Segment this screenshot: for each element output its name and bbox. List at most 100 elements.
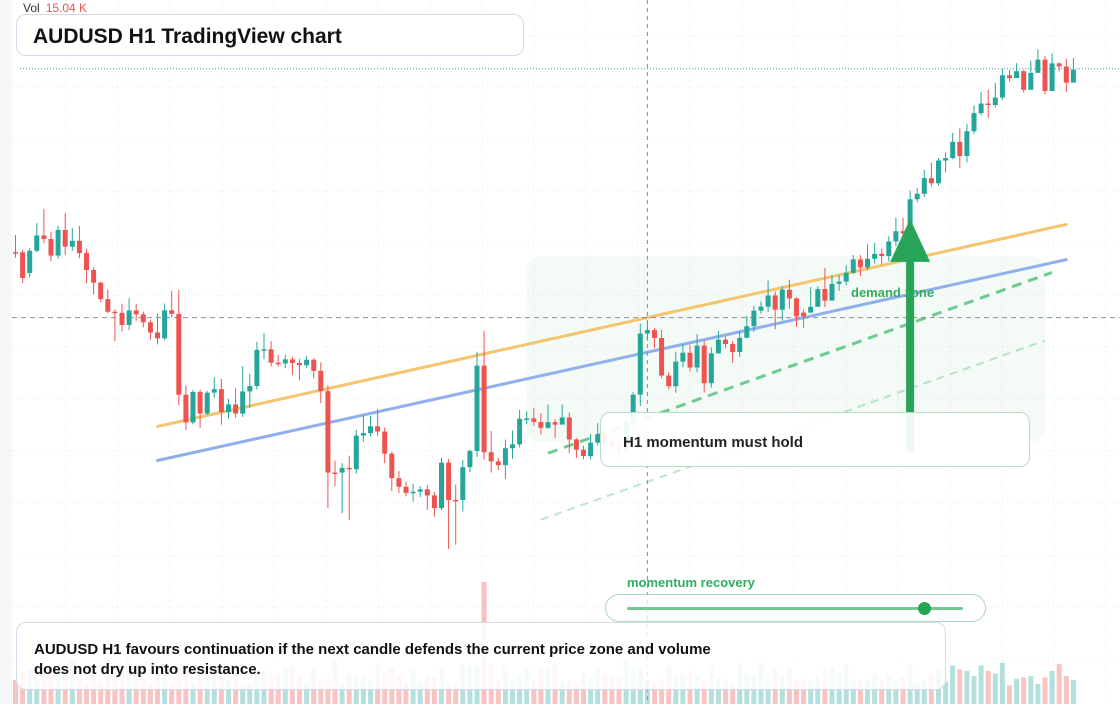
candle[interactable]: [843, 265, 849, 286]
candle[interactable]: [226, 398, 231, 419]
candle[interactable]: [98, 281, 104, 303]
candle[interactable]: [893, 217, 899, 247]
candle[interactable]: [460, 460, 466, 512]
candle[interactable]: [169, 290, 175, 318]
candle[interactable]: [34, 223, 40, 253]
candle[interactable]: [289, 356, 295, 375]
candle[interactable]: [282, 354, 288, 369]
candle[interactable]: [1063, 58, 1069, 93]
momentum-knob[interactable]: [918, 602, 932, 615]
candle[interactable]: [360, 415, 366, 442]
candle[interactable]: [495, 457, 501, 471]
candle[interactable]: [140, 311, 146, 328]
candle[interactable]: [105, 289, 111, 314]
candle[interactable]: [126, 298, 132, 331]
candle[interactable]: [822, 267, 828, 308]
candle[interactable]: [687, 344, 693, 372]
candle[interactable]: [190, 389, 196, 425]
candle[interactable]: [971, 105, 977, 134]
candle[interactable]: [410, 483, 416, 502]
candle[interactable]: [794, 297, 799, 327]
candle[interactable]: [69, 228, 75, 251]
candle[interactable]: [346, 455, 352, 521]
candle[interactable]: [488, 431, 494, 473]
candle[interactable]: [538, 413, 544, 435]
candle[interactable]: [84, 248, 89, 284]
candle[interactable]: [233, 388, 239, 418]
candle[interactable]: [921, 170, 927, 198]
candle[interactable]: [204, 390, 210, 415]
candle[interactable]: [368, 415, 373, 437]
candle[interactable]: [353, 429, 359, 474]
candle[interactable]: [1056, 62, 1062, 72]
candle[interactable]: [644, 320, 650, 341]
candle[interactable]: [723, 336, 728, 349]
candle[interactable]: [304, 355, 310, 369]
candle[interactable]: [431, 491, 437, 517]
candle[interactable]: [836, 274, 842, 291]
candle[interactable]: [886, 236, 892, 262]
candle[interactable]: [1042, 55, 1048, 95]
candle[interactable]: [1049, 53, 1055, 91]
candle[interactable]: [339, 463, 345, 514]
candle[interactable]: [737, 330, 743, 357]
candle[interactable]: [1021, 69, 1027, 93]
candle[interactable]: [62, 212, 68, 256]
candle[interactable]: [176, 290, 182, 406]
candle[interactable]: [268, 341, 274, 367]
candle[interactable]: [524, 411, 530, 425]
candle[interactable]: [566, 412, 572, 453]
candle[interactable]: [275, 354, 281, 367]
candle[interactable]: [403, 481, 409, 497]
candle[interactable]: [680, 344, 686, 368]
candle[interactable]: [453, 484, 459, 545]
candle[interactable]: [76, 225, 82, 259]
candle[interactable]: [531, 408, 537, 426]
candle[interactable]: [417, 486, 423, 497]
candle[interactable]: [446, 458, 452, 549]
lower-trendline[interactable]: [156, 258, 1068, 462]
candle[interactable]: [545, 404, 551, 429]
candle[interactable]: [943, 152, 949, 173]
candle[interactable]: [666, 371, 672, 390]
candle[interactable]: [872, 242, 878, 264]
candle[interactable]: [772, 291, 778, 330]
candle[interactable]: [41, 208, 47, 243]
candle[interactable]: [815, 286, 821, 307]
candle[interactable]: [1028, 60, 1034, 90]
momentum-slider[interactable]: [605, 594, 986, 622]
candle[interactable]: [133, 303, 139, 322]
candle[interactable]: [957, 128, 963, 168]
candle[interactable]: [652, 327, 657, 349]
candle[interactable]: [801, 309, 807, 328]
candle[interactable]: [808, 287, 814, 313]
candle[interactable]: [950, 132, 956, 160]
candle[interactable]: [218, 378, 224, 425]
candle[interactable]: [751, 305, 757, 332]
candle[interactable]: [318, 362, 324, 404]
candle[interactable]: [552, 419, 558, 438]
candle[interactable]: [985, 89, 991, 118]
candle[interactable]: [48, 231, 54, 262]
candle[interactable]: [559, 404, 565, 425]
candle[interactable]: [659, 329, 665, 379]
candle[interactable]: [730, 341, 736, 363]
candle[interactable]: [779, 286, 785, 321]
candle[interactable]: [112, 309, 118, 342]
candle[interactable]: [992, 82, 998, 108]
candle[interactable]: [20, 249, 26, 284]
candle[interactable]: [914, 187, 920, 203]
candle[interactable]: [474, 351, 480, 457]
candle[interactable]: [332, 460, 338, 487]
candle[interactable]: [857, 255, 863, 276]
candle[interactable]: [694, 334, 700, 373]
candle[interactable]: [439, 457, 444, 510]
candle[interactable]: [254, 341, 260, 390]
candle[interactable]: [325, 385, 331, 508]
candle[interactable]: [162, 303, 168, 341]
candle[interactable]: [119, 303, 125, 332]
candle[interactable]: [786, 279, 792, 309]
candle[interactable]: [701, 340, 707, 393]
candle[interactable]: [758, 301, 764, 314]
candle[interactable]: [467, 449, 473, 473]
